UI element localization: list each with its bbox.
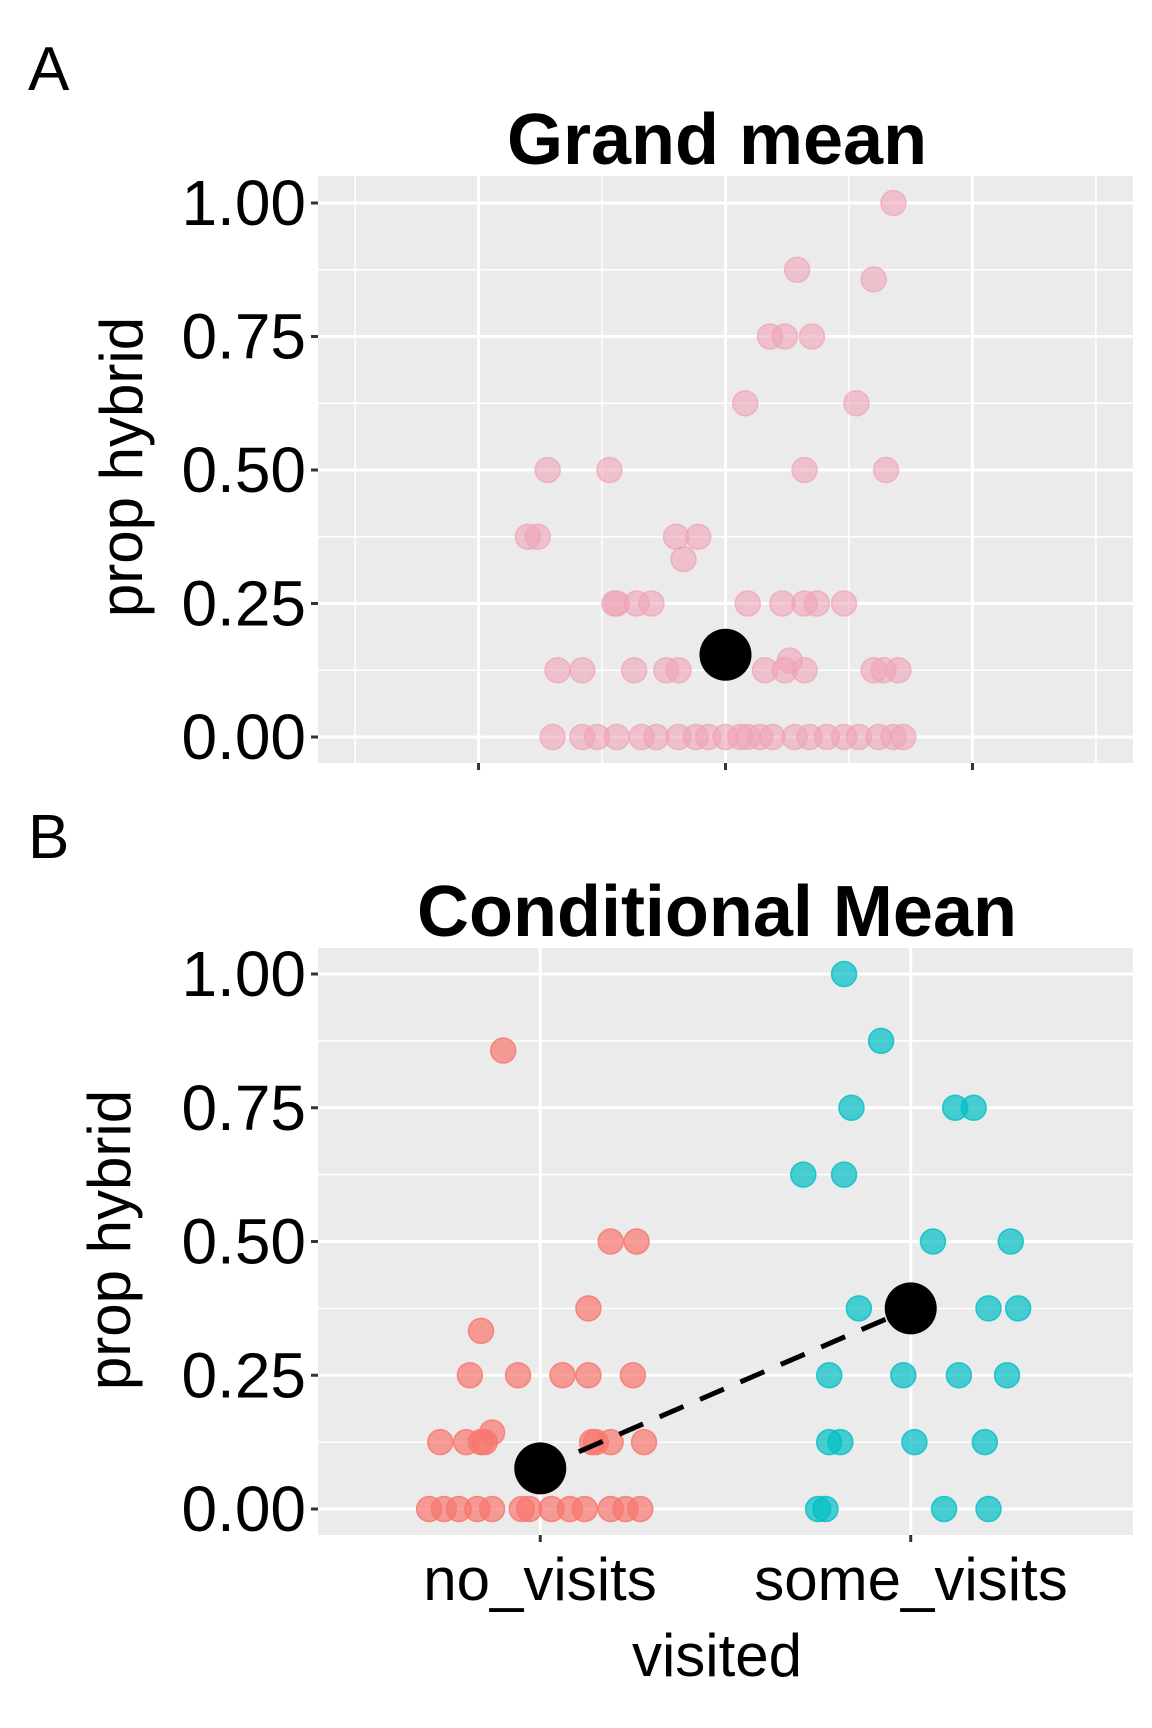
data-point-some-visits — [838, 1094, 865, 1121]
data-point-no-visits — [597, 1228, 624, 1255]
data-point-no-visits — [456, 1362, 484, 1389]
data-point — [685, 523, 712, 550]
data-point-some-visits — [960, 1094, 987, 1121]
data-point-some-visits — [901, 1428, 928, 1456]
data-point — [771, 323, 799, 350]
data-point-some-visits — [830, 960, 858, 988]
x-tick-label-some-visits: some_visits — [754, 1546, 1067, 1613]
mean-point-no-visits — [514, 1442, 567, 1495]
data-point — [872, 456, 900, 484]
data-point-no-visits — [549, 1362, 576, 1389]
x-tick-label-no-visits: no_visits — [423, 1546, 656, 1613]
data-point-no-visits — [515, 1495, 543, 1523]
data-point — [890, 723, 917, 751]
data-point-no-visits — [489, 1037, 517, 1064]
data-point-no-visits — [571, 1495, 598, 1523]
data-point-some-visits — [867, 1027, 895, 1055]
data-point-no-visits — [467, 1317, 495, 1345]
y-tick-label: 0.00 — [181, 701, 306, 773]
data-point-no-visits — [627, 1495, 654, 1523]
data-point — [830, 590, 858, 617]
data-point-some-visits — [827, 1428, 854, 1456]
data-point-some-visits — [830, 1161, 858, 1188]
data-point-some-visits — [930, 1495, 958, 1523]
y-tick-label: 0.75 — [181, 301, 306, 373]
data-point — [665, 657, 692, 684]
data-point — [524, 523, 552, 550]
mean-point-some-visits — [884, 1282, 937, 1335]
data-point-some-visits — [790, 1161, 817, 1188]
y-tick-label: 0.25 — [181, 1339, 306, 1411]
data-point — [880, 189, 907, 217]
data-point-some-visits — [1004, 1295, 1032, 1322]
y-tick-label: 0.50 — [181, 434, 306, 506]
data-point-some-visits — [815, 1362, 843, 1389]
data-point-no-visits — [630, 1428, 658, 1456]
data-point-no-visits — [471, 1428, 498, 1456]
data-point — [732, 390, 759, 417]
data-point-no-visits — [575, 1362, 602, 1389]
panel-b-title: Conditional Mean — [417, 872, 1017, 952]
panel-b-tag: B — [28, 803, 69, 872]
panel-a-y-axis-title: prop hybrid — [88, 317, 155, 617]
data-point — [885, 657, 912, 684]
data-point — [638, 590, 665, 617]
data-point — [803, 590, 831, 617]
data-point — [759, 723, 786, 751]
data-point-no-visits — [623, 1228, 650, 1255]
data-point-some-visits — [975, 1495, 1002, 1523]
data-point-no-visits — [619, 1362, 647, 1389]
data-point — [534, 456, 561, 484]
data-point — [670, 545, 697, 573]
data-point-some-visits — [919, 1228, 947, 1255]
y-tick-label: 0.50 — [181, 1206, 306, 1278]
panel-a-tag: A — [28, 35, 70, 104]
data-point — [569, 657, 596, 684]
data-point — [860, 266, 887, 293]
data-point — [620, 657, 648, 684]
data-point-no-visits — [504, 1362, 532, 1389]
grand-mean-point — [699, 628, 752, 681]
data-point — [776, 647, 803, 674]
data-point — [734, 590, 761, 617]
panel-b-y-axis-title: prop hybrid — [76, 1090, 143, 1390]
y-tick-label: 1.00 — [181, 938, 306, 1010]
data-point — [662, 523, 690, 550]
panel-a-title: Grand mean — [507, 100, 927, 180]
data-point-some-visits — [993, 1362, 1021, 1389]
data-point-no-visits — [478, 1495, 506, 1523]
data-point-no-visits — [575, 1295, 602, 1322]
y-tick-label: 0.25 — [181, 568, 306, 640]
y-tick-label: 0.00 — [181, 1473, 306, 1545]
data-point — [791, 456, 818, 484]
y-tick-label: 0.75 — [181, 1072, 306, 1144]
panel-b-x-axis-title: visited — [632, 1622, 802, 1689]
data-point-some-visits — [890, 1362, 917, 1389]
data-point — [798, 323, 826, 350]
data-point-some-visits — [997, 1228, 1024, 1255]
data-point-some-visits — [945, 1362, 973, 1389]
data-point — [544, 657, 571, 684]
data-point — [843, 390, 870, 417]
data-point — [596, 456, 623, 484]
y-tick-label: 1.00 — [181, 167, 306, 239]
panel-a-plot: 0.00 0.25 0.50 0.75 1.00 — [181, 167, 1133, 773]
mean-connector-dashed-line — [577, 1315, 890, 1454]
data-point — [643, 723, 670, 751]
panel-b-plot: 0.00 0.25 0.50 0.75 1.00 — [181, 938, 1133, 1545]
data-point — [783, 256, 811, 283]
data-point — [769, 590, 796, 617]
data-point-some-visits — [971, 1428, 999, 1456]
data-point-some-visits — [845, 1295, 873, 1322]
data-point-no-visits — [427, 1428, 454, 1456]
data-point-some-visits — [975, 1295, 1002, 1322]
data-point — [539, 723, 566, 751]
data-point-some-visits — [812, 1495, 839, 1523]
data-point — [603, 723, 631, 751]
